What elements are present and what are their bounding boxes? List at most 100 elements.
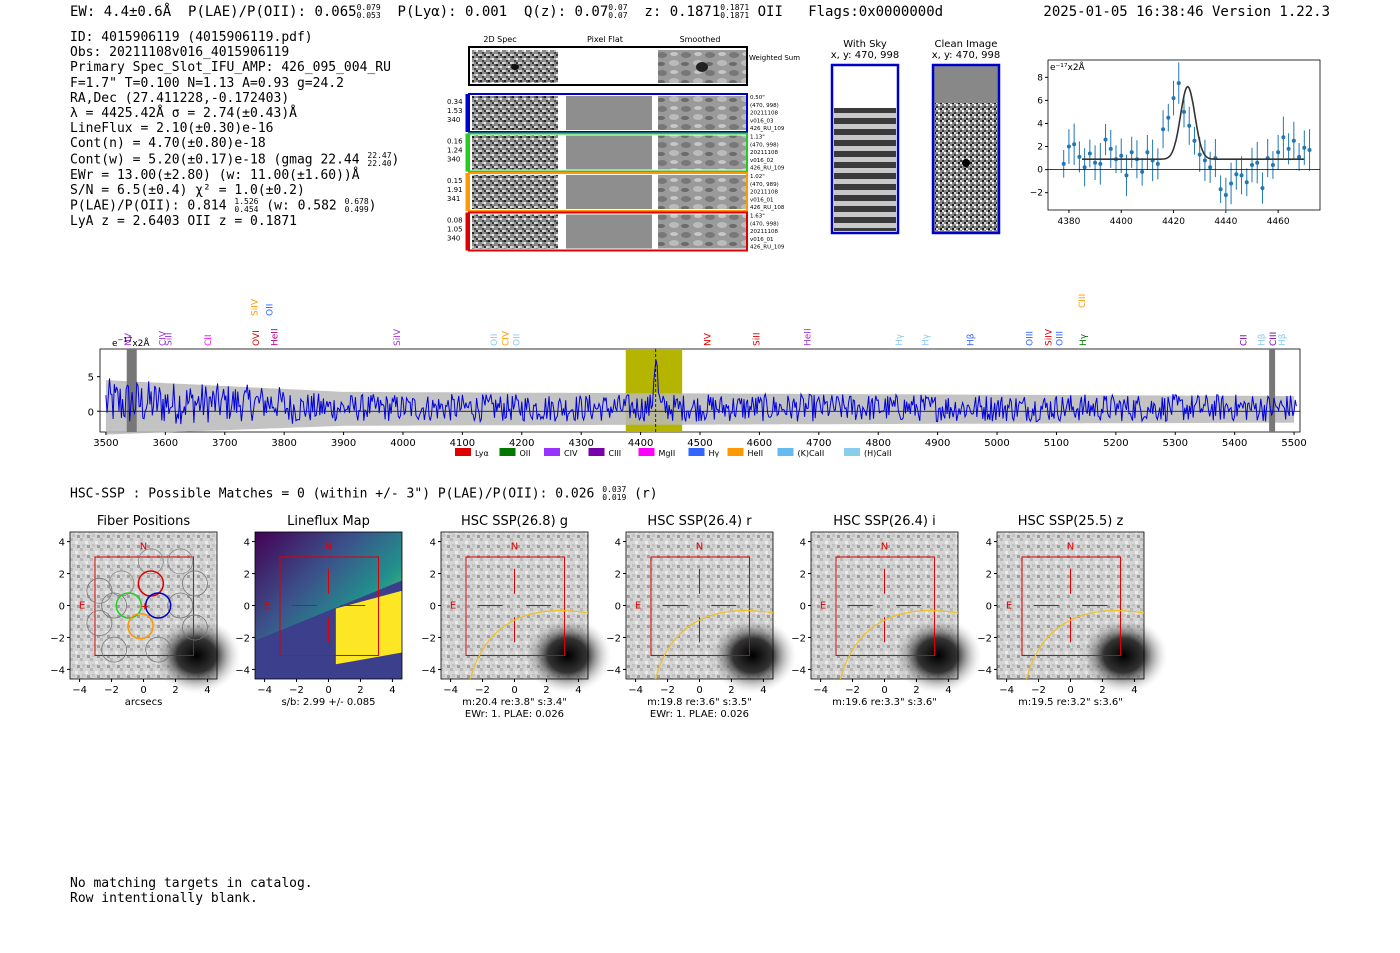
hsc-galaxy-blob [1079,617,1168,694]
line-label: OII [490,334,500,346]
info-contn: Cont(n) = 4.70(±0.80)e-18 [70,136,266,152]
weighted-sum-label: Weighted Sum [749,54,800,62]
linefit-xtick-label: 4400 [1110,217,1133,227]
cutout-left-3: 341 [447,195,460,203]
hsc-ytick-label: 0 [986,602,992,613]
cutout-2d-spec [472,214,558,249]
hsc-plae-hi: 0.037 [602,485,627,494]
east-label: E [820,600,826,611]
linefit-ytick-label: 4 [1037,119,1043,129]
cutout-right-1: 0.50" [750,95,765,101]
linefit-ytick-label: 2 [1037,143,1043,153]
legend-swatch [638,448,655,456]
hsc-caption-1: m:19.6 re:3.3" s:3.6" [832,697,937,708]
line-label: Hγ [922,333,932,346]
legend-label: Hγ [709,449,720,458]
spectrum-xtick-label: 4300 [568,438,593,449]
linefit-point [1072,142,1077,147]
hsc-ytick-label: −2 [791,633,806,644]
plae-value: P(LAE)/P(OII): 0.065 [188,4,357,20]
linefit-xtick-label: 4380 [1057,217,1080,227]
linefit-point [1182,109,1186,114]
spectrum-xtick-label: 3500 [93,438,118,449]
linefit-point [1066,144,1071,149]
cutout-right-1: 1.02" [750,174,765,180]
cutout-right-2: (470, 998) [750,142,779,148]
linefit-point [1276,150,1281,155]
hsc-xtick-label: −4 [443,685,458,696]
spectrum-xtick-label: 3700 [212,438,237,449]
legend-label: HeII [748,449,764,458]
cutout-left-3: 340 [447,235,460,243]
spectrum-xtick-label: 3600 [153,438,178,449]
fiber-circle [167,548,194,575]
cutout-pixel-flat [566,96,652,130]
fiber-circle [101,592,127,619]
fiber-circle [101,636,127,663]
spectrum-ytick-label: 5 [88,373,94,384]
ew-value: EW: 4.4±0.6Å [70,4,172,20]
line-label: OVI [252,330,262,346]
hsc-caption-1: s/b: 2.99 +/- 0.085 [281,697,375,708]
linefit-point [1260,186,1265,191]
hsc-xtick-label: 2 [1099,685,1105,696]
cutout-right-4: v016_02 [750,158,774,164]
linefit-point [1270,163,1275,167]
legend-swatch [844,448,860,456]
linefit-point [1286,146,1291,151]
hsc-ytick-label: 2 [430,570,436,581]
legend-swatch [499,448,516,456]
hsc-xtick-label: −2 [289,685,304,696]
plya-value: P(Lyα): 0.001 [397,4,508,20]
linefit-plot: e⁻¹⁷x2Å 8 6 4 2 0 −2 4380 4400 4420 4440 4460 [1030,59,1321,227]
sky-clean-panel: With Sky x, y: 470, 998 Clean Image x, y… [831,39,1001,235]
linefit-point [1192,138,1197,143]
hsc-panel-title: Lineflux Map [287,514,370,529]
spectrum-xtick-label: 4200 [509,438,534,449]
plae2-lo: 0.454 [234,205,259,215]
z-hi: 0.1871 [720,3,750,12]
north-label: N [511,542,518,553]
hsc-xtick-label: 4 [760,685,766,696]
spectrum-xtick-label: 5100 [1044,438,1069,449]
hsc-ytick-label: −4 [791,665,806,676]
hsc-ytick-label: 0 [430,602,436,613]
hsc-caption-1: arcsecs [125,697,163,708]
cutout-right-1: 1.13" [750,135,765,141]
cutout-right-1: 1.63" [750,214,765,220]
legend-label: OII [520,449,531,458]
spectrum-xtick-label: 3900 [331,438,356,449]
spectrum-xtick-label: 4700 [806,438,831,449]
plae2w-lo: 0.499 [344,205,369,215]
spectrum-xtick-label: 4100 [450,438,475,449]
hsc-xtick-label: −4 [999,685,1014,696]
clean-image-coords: x, y: 470, 998 [932,50,1001,61]
legend-swatch [688,448,705,456]
col-smoothed: Smoothed [680,35,721,44]
hsc-galaxy-blob [893,617,982,694]
fiber-circle [145,636,172,663]
cutout-right-3: 20211108 [750,229,778,235]
hsc-galaxy-blob [152,617,241,694]
z-line: OII [757,4,783,20]
linefit-point [1297,154,1302,159]
linefit-xtick-label: 4440 [1214,217,1237,227]
linefit-ytick-label: −2 [1030,189,1043,199]
hsc-xtick-label: 0 [325,685,331,696]
ws-source-spot [511,64,519,70]
north-label: N [881,542,888,553]
cutout-right-5: 426_RU_109 [750,166,785,172]
linefit-point [1077,154,1082,159]
line-label: Hγ [895,333,905,346]
line-label: OII [512,334,522,346]
linefit-point [1124,173,1129,178]
cutout-right-2: (470, 989) [750,182,779,188]
legend-swatch [727,448,744,456]
legend-label: CIII [609,449,622,458]
hsc-ytick-label: 0 [615,602,621,613]
hsc-panel-title: HSC SSP(26.4) i [833,514,935,529]
hsc-caption-2: EWr: 1. PLAE: 0.026 [650,709,749,720]
linefit-point [1250,163,1254,167]
contw-text: Cont(w) = 5.20(±0.17)e-18 (gmag 22.44 [70,152,360,168]
qz-lo: 0.07 [608,11,628,20]
